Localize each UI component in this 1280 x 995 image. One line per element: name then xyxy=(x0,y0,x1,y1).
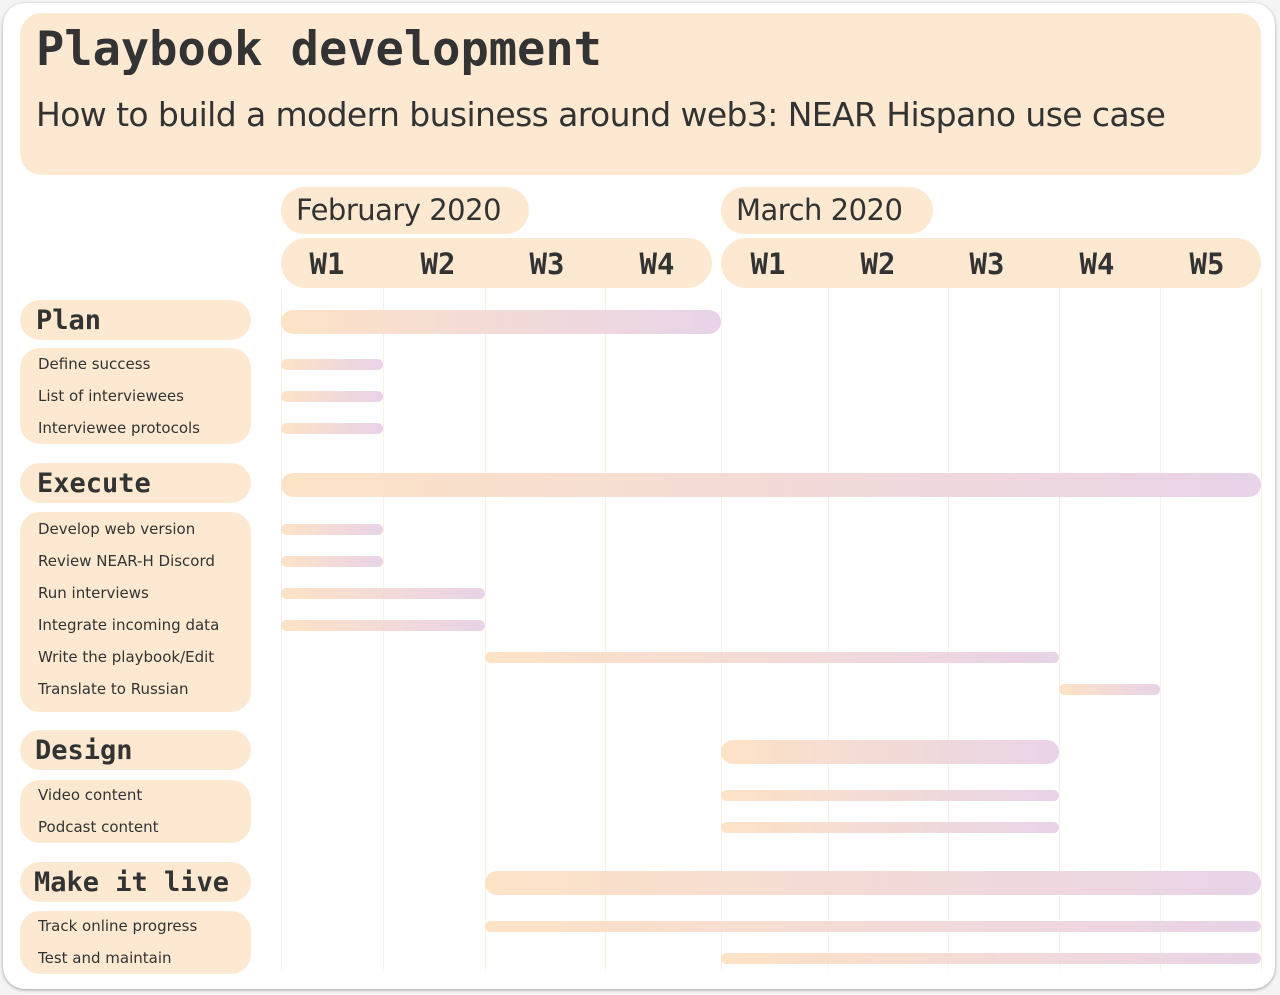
week-label: W4 xyxy=(1079,247,1115,281)
task-label: Write the playbook/Edit xyxy=(38,648,215,666)
group-bar xyxy=(281,473,1261,497)
chart-title: Playbook development xyxy=(36,22,602,77)
task-list-box xyxy=(20,348,251,444)
task-bar xyxy=(485,921,1261,932)
week-header-bar xyxy=(281,238,712,288)
task-bar xyxy=(281,359,383,370)
week-label: W3 xyxy=(529,247,565,281)
grid-line xyxy=(1160,288,1161,970)
task-label: Track online progress xyxy=(38,917,198,935)
grid-line xyxy=(1059,288,1060,970)
task-bar xyxy=(281,588,485,599)
group-label: Plan xyxy=(36,305,102,336)
grid-line xyxy=(828,288,829,970)
task-bar xyxy=(281,620,485,631)
group-label-pill: Design xyxy=(20,730,251,770)
task-label: Run interviews xyxy=(38,584,149,602)
week-label: W2 xyxy=(420,247,456,281)
task-bar xyxy=(281,423,383,434)
group-label: Make it live xyxy=(34,867,230,898)
grid-line xyxy=(948,288,949,970)
task-bar xyxy=(721,822,1059,833)
week-label: W3 xyxy=(969,247,1005,281)
group-label-pill: Plan xyxy=(20,300,251,340)
task-bar xyxy=(721,790,1059,801)
group-bar xyxy=(281,310,721,334)
task-list-box xyxy=(20,911,251,974)
task-bar xyxy=(721,953,1261,964)
grid-line xyxy=(1261,288,1262,970)
task-label: Define success xyxy=(38,355,151,373)
week-header-bar xyxy=(721,238,1261,288)
task-bar xyxy=(281,556,383,567)
task-label: Translate to Russian xyxy=(38,680,189,698)
group-bar xyxy=(721,740,1059,764)
week-label: W2 xyxy=(860,247,896,281)
grid-line xyxy=(605,288,606,970)
task-label: Develop web version xyxy=(38,520,196,538)
group-label-pill: Make it live xyxy=(20,862,251,902)
task-label: Test and maintain xyxy=(38,949,172,967)
chart-subtitle: How to build a modern business around we… xyxy=(36,95,1166,134)
task-list-box xyxy=(20,780,251,843)
task-label: Podcast content xyxy=(38,818,159,836)
month-label: March 2020 xyxy=(721,187,933,234)
grid-line xyxy=(721,288,722,970)
week-label: W1 xyxy=(750,247,786,281)
task-bar xyxy=(281,391,383,402)
group-label: Design xyxy=(35,735,133,766)
group-label: Execute xyxy=(37,468,151,499)
task-label: Review NEAR-H Discord xyxy=(38,552,215,570)
grid-line xyxy=(485,288,486,970)
task-label: List of interviewees xyxy=(38,387,184,405)
task-label: Integrate incoming data xyxy=(38,616,220,634)
group-label-pill: Execute xyxy=(20,463,251,503)
task-label: Video content xyxy=(38,786,143,804)
week-label: W5 xyxy=(1189,247,1225,281)
task-label: Interviewee protocols xyxy=(38,419,200,437)
month-label: February 2020 xyxy=(281,187,529,234)
task-bar xyxy=(281,524,383,535)
task-list-box xyxy=(20,512,251,712)
task-bar xyxy=(485,652,1059,663)
header-banner xyxy=(20,13,1261,175)
week-label: W4 xyxy=(639,247,675,281)
task-bar xyxy=(1059,684,1160,695)
week-label: W1 xyxy=(309,247,345,281)
group-bar xyxy=(485,871,1261,895)
